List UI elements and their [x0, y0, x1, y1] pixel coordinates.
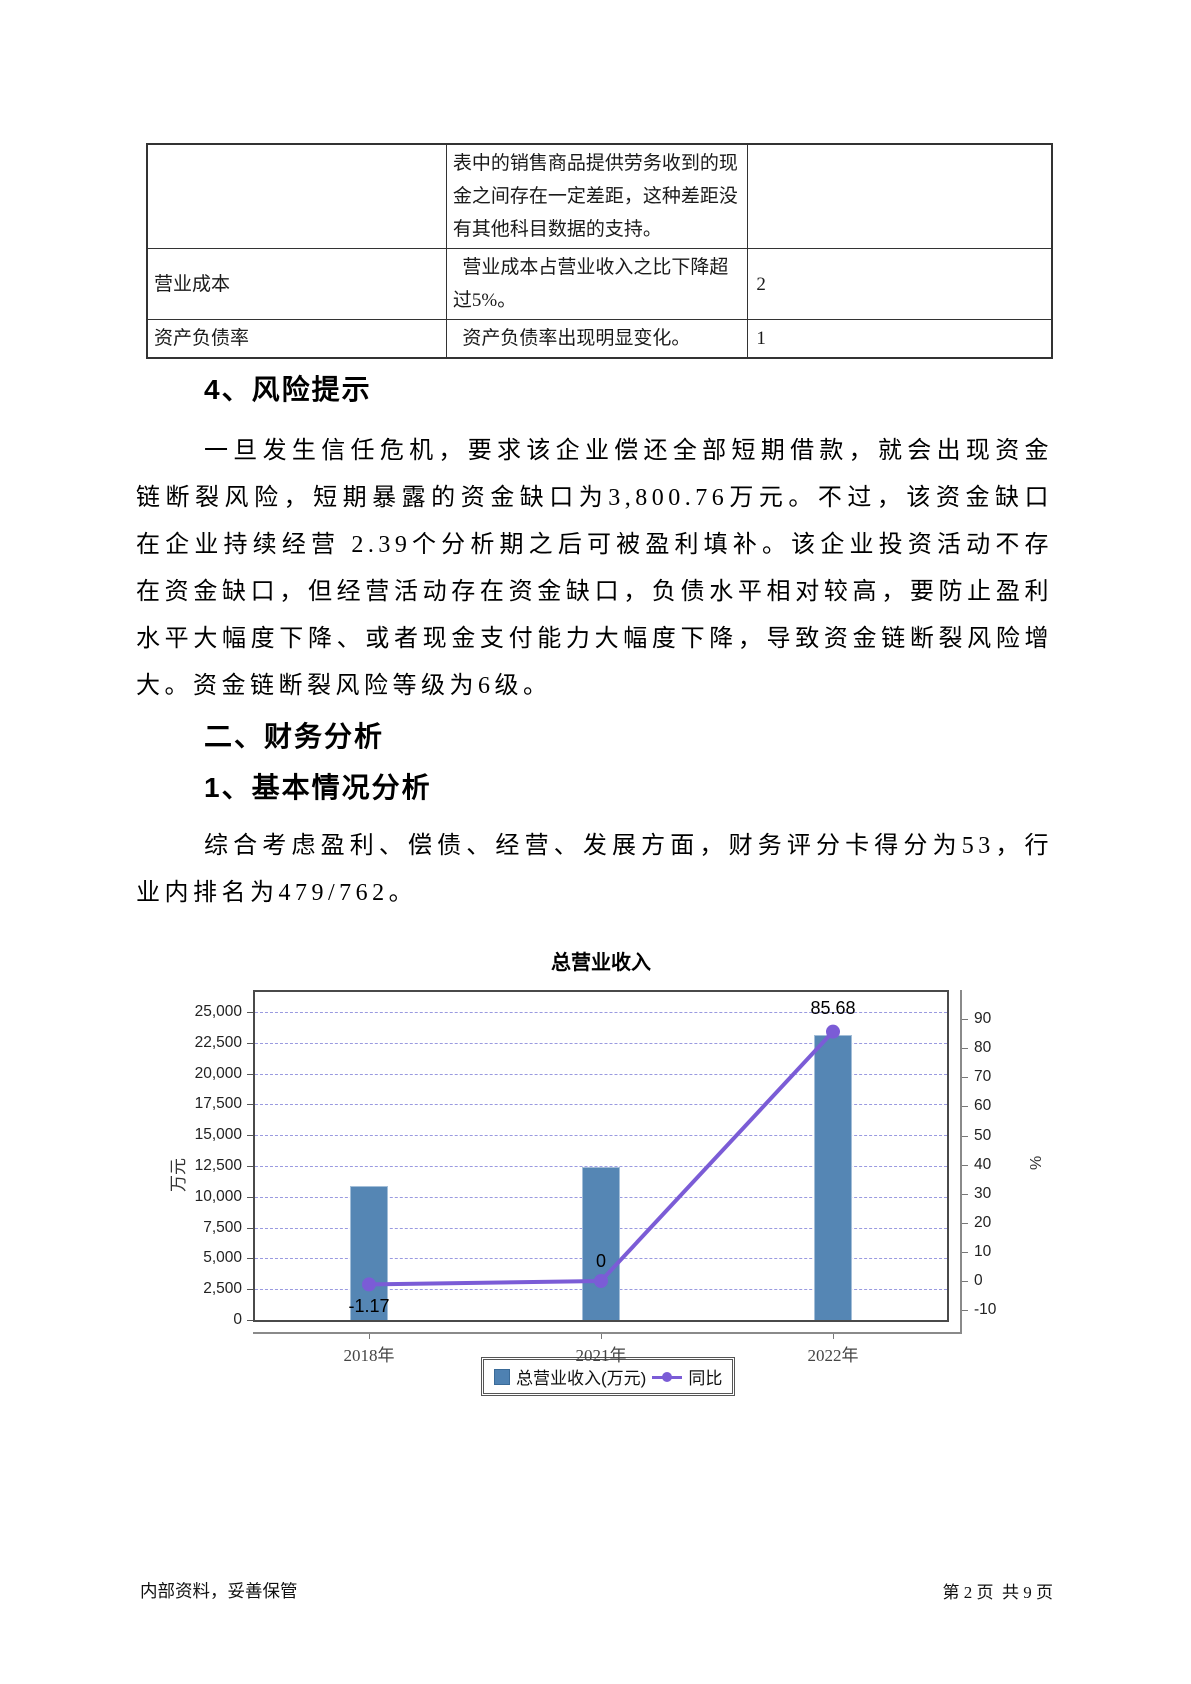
- legend-line-label: 同比: [688, 1369, 723, 1388]
- heading-risk-warning: 4、风险提示: [204, 374, 372, 405]
- left-axis-tick-label: 5,000: [203, 1249, 242, 1267]
- chart-legend: 总营业收入(万元) 同比: [481, 1357, 736, 1396]
- right-axis-tick-label: 30: [974, 1184, 992, 1202]
- left-axis-tick-label: 25,000: [194, 1003, 242, 1020]
- heading-financial-analysis: 二、财务分析: [204, 721, 385, 752]
- x-axis-label: 2022年: [807, 1346, 859, 1365]
- x-axis-tick: [369, 1334, 370, 1339]
- line-value-label: -1.17: [348, 1296, 390, 1317]
- left-axis-tick-label: 2,500: [203, 1280, 242, 1298]
- bar: [814, 1035, 852, 1320]
- left-axis-tick-label: 17,500: [194, 1095, 242, 1113]
- right-axis-tick: [962, 1048, 968, 1050]
- right-axis-tick-label: 20: [974, 1213, 992, 1231]
- left-axis-tick-label: 22,500: [194, 1033, 242, 1051]
- left-axis-tick: [247, 1320, 253, 1321]
- paragraph-basic-analysis: 综合考虑盈利、偿债、经营、发展方面，财务评分卡得分为53，行业内排名为479/7…: [136, 833, 1053, 906]
- x-axis-tick: [833, 1334, 834, 1339]
- table-cell-indicator: [146, 143, 447, 249]
- right-axis-tick-label: 10: [974, 1242, 992, 1260]
- table-cell-description: 资产负债率出现明显变化。: [445, 319, 749, 359]
- footer-confidential-note: 内部资料，妥善保管: [140, 1581, 298, 1601]
- right-axis-tick: [962, 1251, 968, 1253]
- gridline: [255, 1012, 947, 1013]
- revenue-chart: 总营业收入 万元 % 总营业收入(万元) 同比 0 2,500 5,000 7,500…: [150, 940, 1070, 1420]
- table-cell-indicator: 营业成本: [146, 248, 447, 320]
- table-row: 表中的销售商品提供劳务收到的现金之间存在一定差距，这种差距没有其他科目数据的支持…: [146, 143, 1053, 249]
- left-axis-tick-label: 10,000: [194, 1187, 242, 1205]
- right-axis-line: [960, 990, 962, 1332]
- bar: [350, 1185, 388, 1320]
- right-axis-tick-label: -10: [974, 1301, 997, 1319]
- table-cell-description: 营业成本占营业收入之比下降超过5%。: [445, 248, 749, 320]
- right-axis-tick-label: 60: [974, 1097, 992, 1115]
- x-axis-label: 2021年: [575, 1346, 627, 1365]
- right-axis-tick-label: 50: [974, 1126, 992, 1144]
- left-axis-tick: [247, 1166, 253, 1167]
- right-axis-tick: [962, 1164, 968, 1166]
- left-axis-tick-label: 0: [233, 1311, 242, 1328]
- left-axis-tick: [247, 1073, 253, 1075]
- heading-basic-analysis: 1、基本情况分析: [204, 772, 432, 803]
- table-cell-description: 表中的销售商品提供劳务收到的现金之间存在一定差距，这种差距没有其他科目数据的支持…: [445, 143, 749, 249]
- line-value-label: 85.68: [810, 997, 856, 1018]
- left-axis-tick: [247, 1135, 253, 1137]
- left-axis-tick: [247, 1104, 253, 1106]
- left-axis-tick-label: 20,000: [194, 1064, 242, 1082]
- right-axis-tick: [962, 1019, 968, 1021]
- growth-line: [362, 1024, 840, 1292]
- left-axis-tick-label: 7,500: [203, 1218, 242, 1236]
- legend-bar-label: 总营业收入(万元): [516, 1369, 647, 1388]
- right-axis-tick: [962, 1281, 968, 1282]
- x-axis-tick: [601, 1334, 602, 1339]
- right-axis-tick-label: 80: [974, 1039, 992, 1057]
- table-cell-score: 2: [747, 248, 1053, 320]
- left-axis-tick: [247, 1289, 253, 1291]
- legend-line-marker-icon: [652, 1369, 683, 1385]
- indicator-table: 表中的销售商品提供劳务收到的现金之间存在一定差距，这种差距没有其他科目数据的支持…: [146, 143, 1053, 359]
- right-axis-tick-label: 90: [974, 1010, 992, 1028]
- left-axis-tick: [247, 1227, 253, 1229]
- left-axis-tick: [247, 1258, 253, 1260]
- bar: [582, 1166, 620, 1320]
- left-axis-tick: [247, 1196, 253, 1198]
- table-cell-indicator: 资产负债率: [146, 319, 447, 359]
- table-cell-score: [747, 143, 1053, 249]
- gridline: [255, 1166, 947, 1167]
- chart-title: 总营业收入: [551, 952, 651, 974]
- table-row: 资产负债率 资产负债率出现明显变化。 1: [146, 319, 1053, 359]
- right-axis-tick: [962, 1106, 968, 1108]
- legend-bar-swatch-icon: [494, 1368, 510, 1385]
- right-axis-tick-label: 70: [974, 1068, 992, 1086]
- paragraph-risk-warning: 一旦发生信任危机，要求该企业偿还全部短期借款，就会出现资金链断裂风险，短期暴露的…: [136, 438, 1053, 699]
- right-axis-tick: [962, 1193, 968, 1195]
- gridline: [255, 1042, 947, 1044]
- x-axis-line: [253, 1332, 962, 1334]
- left-axis-tick-label: 12,500: [194, 1157, 242, 1174]
- table-cell-score: 1: [747, 319, 1053, 359]
- right-axis-title: %: [1028, 1155, 1045, 1170]
- right-axis-tick: [962, 1077, 968, 1079]
- right-axis-tick-label: 40: [974, 1155, 992, 1173]
- gridline: [255, 1073, 947, 1075]
- table-row: 营业成本 营业成本占营业收入之比下降超过5%。 2: [146, 248, 1053, 320]
- right-axis-tick: [962, 1310, 968, 1312]
- gridline: [255, 1135, 947, 1137]
- x-axis-label: 2018年: [343, 1346, 395, 1365]
- footer-page-number: 第 2 页 共 9 页: [942, 1583, 1054, 1602]
- right-axis-tick: [962, 1222, 968, 1224]
- line-value-label: 0: [595, 1251, 606, 1271]
- left-axis-tick-label: 15,000: [194, 1126, 242, 1144]
- left-axis-tick: [247, 1012, 253, 1013]
- gridline: [255, 1104, 947, 1106]
- left-axis-tick: [247, 1042, 253, 1044]
- right-axis-tick: [962, 1135, 968, 1137]
- right-axis-tick-label: 0: [974, 1272, 983, 1289]
